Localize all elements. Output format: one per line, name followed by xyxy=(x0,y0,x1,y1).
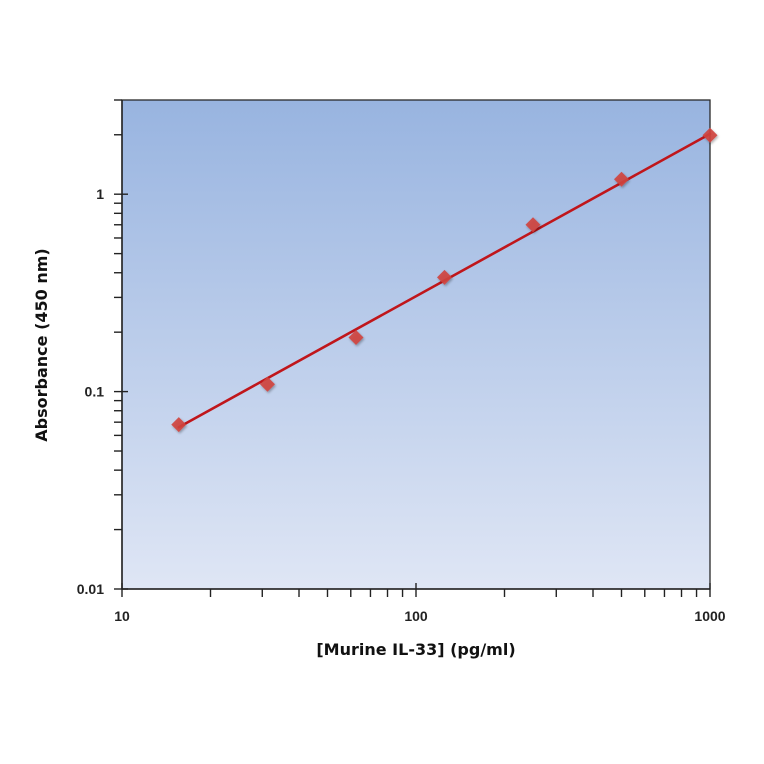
data-point-marker xyxy=(436,269,452,285)
x-axis: 10 100 1000 xyxy=(114,583,726,624)
x-tick-label: 100 xyxy=(404,608,428,624)
y-tick-label: 1 xyxy=(96,186,104,202)
data-point-marker xyxy=(613,171,629,187)
data-points xyxy=(171,127,718,433)
data-point-marker xyxy=(702,127,718,143)
y-axis-title: Absorbance (450 nm) xyxy=(32,248,51,441)
plot-area xyxy=(122,100,710,589)
data-point-marker xyxy=(348,329,364,345)
x-tick-label: 1000 xyxy=(694,608,725,624)
y-tick-label: 0.01 xyxy=(77,581,104,597)
x-tick-label: 10 xyxy=(114,608,130,624)
data-point-marker xyxy=(259,376,275,392)
data-point-marker xyxy=(525,217,541,233)
data-point-marker xyxy=(171,417,187,433)
x-axis-title: [Murine IL-33] (pg/ml) xyxy=(316,640,515,659)
y-tick-label: 0.1 xyxy=(85,384,105,400)
y-axis: 0.01 0.1 1 xyxy=(77,99,128,597)
